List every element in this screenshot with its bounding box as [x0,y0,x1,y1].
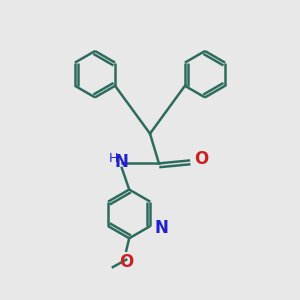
Text: O: O [194,150,208,168]
Text: H: H [109,152,118,164]
Text: O: O [119,253,133,271]
Text: N: N [114,153,128,171]
Text: N: N [154,219,168,237]
